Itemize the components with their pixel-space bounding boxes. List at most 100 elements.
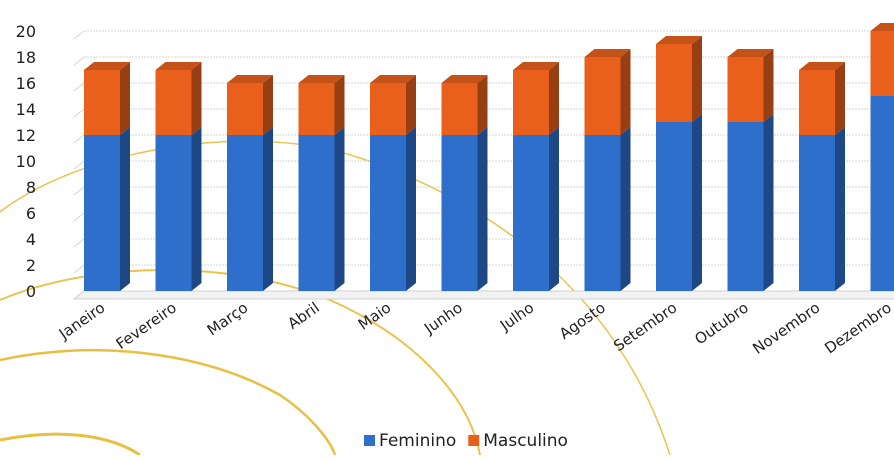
bar-side xyxy=(764,114,774,291)
y-tick-label: 14 xyxy=(16,100,36,119)
bar-side xyxy=(692,114,702,291)
x-tick-label: Fevereiro xyxy=(113,299,180,354)
bar-side xyxy=(478,75,488,135)
bars xyxy=(84,23,894,291)
legend-swatch-feminino xyxy=(364,435,375,446)
chart-floor xyxy=(74,291,894,299)
gridline-depth xyxy=(74,57,84,65)
x-tick-label: Março xyxy=(204,299,252,340)
legend-swatch-masculino xyxy=(468,435,479,446)
bar-masculino xyxy=(370,83,406,135)
bar-side xyxy=(549,127,559,291)
bar-side xyxy=(192,127,202,291)
x-tick-label: Outubro xyxy=(691,299,751,349)
bar-side xyxy=(549,62,559,135)
bar-top xyxy=(871,23,894,31)
bar-side xyxy=(621,127,631,291)
bar-side xyxy=(478,127,488,291)
y-tick-label: 8 xyxy=(26,178,36,197)
bar-masculino xyxy=(156,70,192,135)
bar-masculino xyxy=(585,57,621,135)
bar-feminino xyxy=(585,135,621,291)
gridline-depth xyxy=(74,31,84,39)
bar-feminino xyxy=(299,135,335,291)
legend-label: Feminino xyxy=(379,431,456,451)
x-tick-label: Maio xyxy=(355,299,394,334)
bar-masculino xyxy=(513,70,549,135)
gridline-depth xyxy=(74,135,84,143)
bar-stack xyxy=(728,49,774,291)
bar-feminino xyxy=(227,135,263,291)
gridline-depth xyxy=(74,109,84,117)
bar-feminino xyxy=(728,122,764,291)
y-tick-label: 12 xyxy=(16,126,36,145)
bar-stack xyxy=(799,62,845,291)
bar-side xyxy=(835,62,845,135)
bar-side xyxy=(692,36,702,122)
bar-stack xyxy=(227,75,273,291)
y-tick-label: 20 xyxy=(16,22,36,41)
bar-side xyxy=(120,127,130,291)
bar-stack xyxy=(156,62,202,291)
bar-stack xyxy=(370,75,416,291)
bar-masculino xyxy=(299,83,335,135)
bar-feminino xyxy=(84,135,120,291)
bar-stack xyxy=(656,36,702,291)
gridline-depth xyxy=(74,83,84,91)
bar-stack xyxy=(871,23,894,291)
bar-side xyxy=(406,75,416,135)
bar-side xyxy=(263,75,273,135)
bar-stack xyxy=(513,62,559,291)
y-axis: 0 2 4 6 8 10 12 14 16 18 20 xyxy=(16,22,36,301)
gridline-depth xyxy=(74,161,84,169)
bar-side xyxy=(406,127,416,291)
y-tick-label: 16 xyxy=(16,74,36,93)
y-tick-label: 6 xyxy=(26,204,36,223)
bar-side xyxy=(335,127,345,291)
bar-stack xyxy=(442,75,488,291)
x-tick-label: Novembro xyxy=(749,299,823,358)
y-tick-label: 18 xyxy=(16,48,36,67)
x-tick-label: Setembro xyxy=(610,299,680,356)
y-tick-label: 4 xyxy=(26,230,36,249)
bar-feminino xyxy=(156,135,192,291)
bar-stack xyxy=(299,75,345,291)
gridline-depth xyxy=(74,187,84,195)
bar-side xyxy=(835,127,845,291)
bar-masculino xyxy=(799,70,835,135)
bar-masculino xyxy=(442,83,478,135)
bar-masculino xyxy=(728,57,764,122)
gridline-depth xyxy=(74,265,84,273)
bar-feminino xyxy=(370,135,406,291)
y-tick-label: 2 xyxy=(26,256,36,275)
gridline-depth xyxy=(74,213,84,221)
gridline-depth xyxy=(74,239,84,247)
legend-label: Masculino xyxy=(483,431,568,451)
y-tick-label: 0 xyxy=(26,282,36,301)
bar-masculino xyxy=(84,70,120,135)
bar-feminino xyxy=(656,122,692,291)
x-tick-label: Julho xyxy=(496,299,537,335)
x-tick-label: Janeiro xyxy=(55,299,108,344)
bar-side xyxy=(764,49,774,122)
bar-side xyxy=(621,49,631,135)
x-tick-label: Junho xyxy=(420,299,466,338)
bar-masculino xyxy=(656,44,692,122)
x-tick-label: Agosto xyxy=(556,299,609,343)
bar-feminino xyxy=(871,96,894,291)
y-tick-label: 10 xyxy=(16,152,36,171)
x-tick-label: Dezembro xyxy=(821,299,894,358)
bar-side xyxy=(263,127,273,291)
bar-stack xyxy=(84,62,130,291)
bar-stack xyxy=(585,49,631,291)
bar-feminino xyxy=(513,135,549,291)
bar-feminino xyxy=(442,135,478,291)
legend: Feminino Masculino xyxy=(364,431,568,451)
bar-side xyxy=(192,62,202,135)
bar-masculino xyxy=(871,31,894,96)
bar-side xyxy=(120,62,130,135)
bar-masculino xyxy=(227,83,263,135)
